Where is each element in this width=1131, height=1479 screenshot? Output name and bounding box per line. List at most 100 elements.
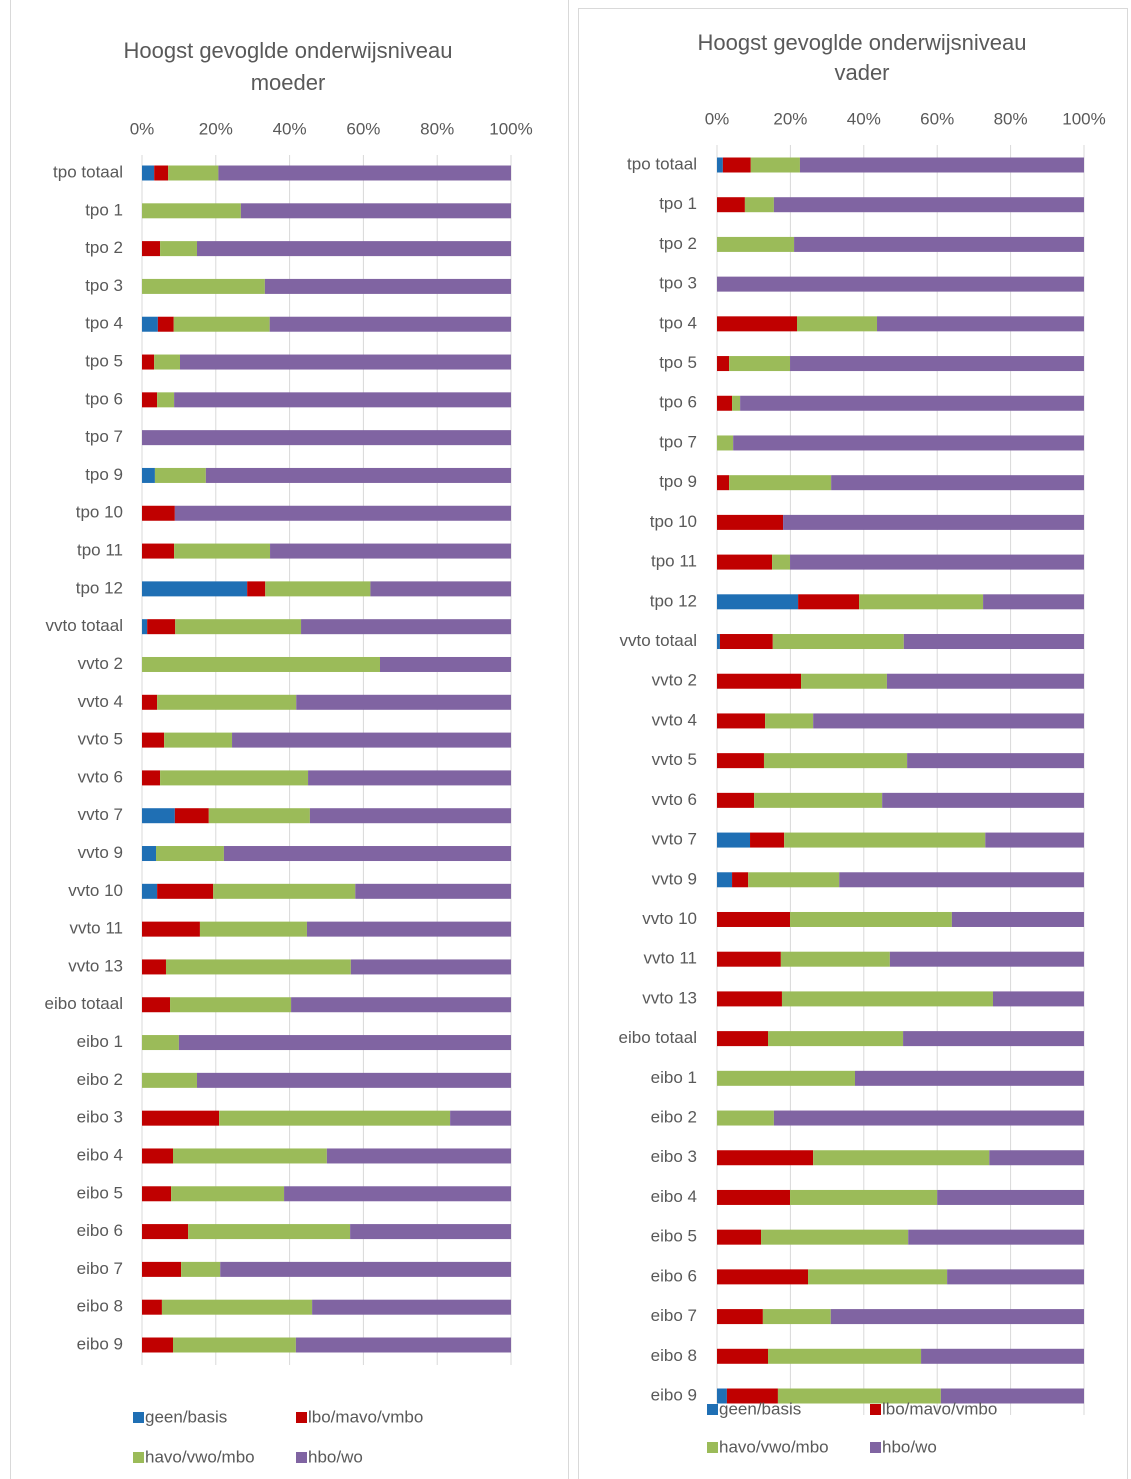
y-tick-label: eibo 7 bbox=[77, 1259, 123, 1278]
y-tick-label: eibo 2 bbox=[77, 1070, 123, 1089]
bar-segment bbox=[142, 278, 265, 294]
bar-segment bbox=[830, 1309, 1084, 1325]
bar-segment bbox=[296, 694, 511, 710]
bar-segment bbox=[142, 959, 166, 975]
y-tick-label: tpo 2 bbox=[85, 238, 123, 257]
bar-segment bbox=[154, 354, 181, 370]
chart-title: Hoogst gevoglde onderwijsniveau bbox=[124, 38, 453, 63]
bar-segment bbox=[172, 1148, 327, 1164]
bar-segment bbox=[717, 1229, 762, 1245]
legend-label: havo/vwo/mbo bbox=[719, 1437, 829, 1456]
bar-segment bbox=[220, 1261, 511, 1277]
bar-segment bbox=[232, 732, 511, 748]
bar-segment bbox=[781, 991, 993, 1007]
bar-segment bbox=[839, 872, 1084, 888]
bar-segment bbox=[178, 1035, 511, 1051]
bar-segment bbox=[164, 732, 233, 748]
y-tick-label: eibo 8 bbox=[77, 1297, 123, 1316]
bar-segment bbox=[717, 1348, 769, 1364]
y-tick-label: tpo 3 bbox=[659, 274, 697, 293]
bar-segment bbox=[142, 808, 175, 824]
y-tick-label: tpo 1 bbox=[659, 194, 697, 213]
bar-segment bbox=[908, 1229, 1084, 1245]
bar-segment bbox=[142, 203, 241, 219]
bar-segment bbox=[921, 1348, 1084, 1364]
bar-segment bbox=[717, 1150, 814, 1166]
y-tick-label: eibo totaal bbox=[45, 994, 123, 1013]
bar-segment bbox=[270, 543, 511, 559]
bar-segment bbox=[717, 276, 1084, 292]
bar-segment bbox=[142, 921, 200, 937]
bar-segment bbox=[173, 316, 270, 332]
legend-swatch bbox=[296, 1452, 307, 1463]
bar-segment bbox=[768, 1348, 922, 1364]
bar-segment bbox=[142, 430, 511, 446]
y-tick-label: tpo 12 bbox=[650, 591, 697, 610]
y-tick-label: tpo 4 bbox=[85, 314, 123, 333]
y-tick-label: tpo 10 bbox=[650, 512, 697, 531]
legend-label: hbo/wo bbox=[308, 1447, 363, 1466]
bar-segment bbox=[717, 872, 733, 888]
y-tick-label: tpo 10 bbox=[76, 503, 123, 522]
bar-segment bbox=[172, 1337, 296, 1353]
y-tick-label: tpo 11 bbox=[651, 552, 697, 571]
bar-segment bbox=[154, 467, 206, 483]
bar-segment bbox=[790, 554, 1084, 570]
bar-segment bbox=[157, 392, 175, 408]
bar-segment bbox=[903, 1031, 1084, 1047]
bar-segment bbox=[854, 1070, 1084, 1086]
x-tick-label: 0% bbox=[130, 119, 155, 138]
bar-segment bbox=[142, 543, 175, 559]
bar-segment bbox=[937, 1189, 1084, 1205]
bar-segment bbox=[160, 241, 197, 257]
bar-segment bbox=[717, 1070, 855, 1086]
bar-segment bbox=[142, 1110, 220, 1126]
x-tick-label: 100% bbox=[489, 119, 532, 138]
bar-segment bbox=[882, 792, 1084, 808]
y-tick-label: tpo 7 bbox=[85, 427, 123, 446]
y-tick-label: vvto 2 bbox=[78, 654, 123, 673]
y-tick-label: tpo 5 bbox=[659, 353, 697, 372]
bar-segment bbox=[877, 316, 1084, 332]
bar-segment bbox=[142, 241, 161, 257]
bar-segment bbox=[142, 1072, 197, 1088]
legend-swatch bbox=[707, 1442, 718, 1453]
legend-swatch bbox=[296, 1412, 307, 1423]
y-tick-label: tpo 9 bbox=[659, 472, 697, 491]
bar-segment bbox=[717, 673, 802, 689]
legend-label: hbo/wo bbox=[882, 1437, 937, 1456]
bar-segment bbox=[218, 165, 511, 181]
bar-segment bbox=[142, 770, 161, 786]
bar-segment bbox=[794, 236, 1084, 252]
bar-segment bbox=[717, 1388, 727, 1404]
bar-segment bbox=[142, 1035, 179, 1051]
bar-segment bbox=[269, 316, 511, 332]
bar-segment bbox=[717, 911, 791, 927]
bar-segment bbox=[740, 395, 1084, 411]
bar-segment bbox=[889, 951, 1084, 967]
y-tick-label: vvto 7 bbox=[652, 830, 697, 849]
bar-segment bbox=[196, 241, 511, 257]
bar-segment bbox=[142, 1186, 172, 1202]
bar-segment bbox=[142, 656, 381, 672]
bar-segment bbox=[180, 354, 511, 370]
bar-segment bbox=[175, 619, 302, 635]
bar-segment bbox=[750, 157, 800, 173]
bar-segment bbox=[754, 792, 883, 808]
bar-segment bbox=[732, 872, 749, 888]
bar-segment bbox=[768, 1031, 904, 1047]
bar-segment bbox=[886, 673, 1084, 689]
bar-segment bbox=[947, 1269, 1084, 1285]
bar-segment bbox=[717, 991, 782, 1007]
bar-segment bbox=[174, 392, 511, 408]
legend-swatch bbox=[870, 1442, 881, 1453]
bar-segment bbox=[142, 165, 155, 181]
bar-segment bbox=[831, 475, 1084, 491]
bar-segment bbox=[188, 1224, 351, 1240]
bar-segment bbox=[213, 883, 356, 899]
bar-segment bbox=[196, 1072, 511, 1088]
bar-segment bbox=[142, 846, 157, 862]
bar-segment bbox=[750, 832, 785, 848]
bar-segment bbox=[247, 581, 266, 597]
legend-label: havo/vwo/mbo bbox=[145, 1447, 255, 1466]
